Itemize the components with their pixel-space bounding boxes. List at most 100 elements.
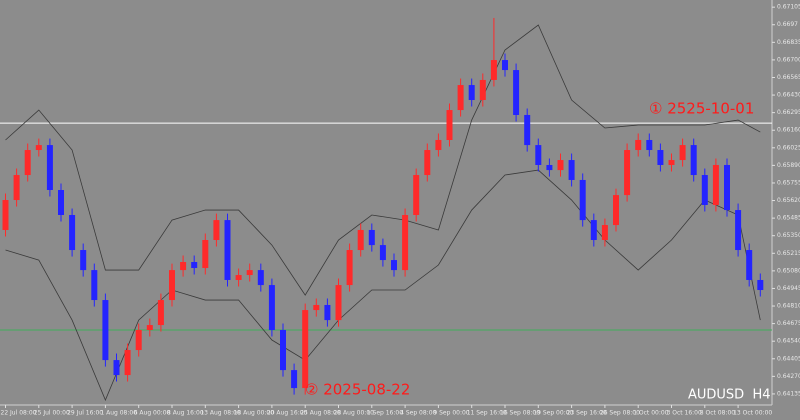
candle-body: [2, 200, 9, 230]
candle-body: [235, 275, 242, 280]
candle-body: [346, 250, 353, 286]
candle-body: [535, 145, 542, 165]
candle-body: [391, 260, 397, 271]
candle-body: [69, 215, 76, 251]
candle-body: [268, 285, 275, 330]
y-tick-label: 0.65755: [777, 179, 800, 186]
x-tick-label: 8 Oct 08:00: [700, 410, 735, 417]
candle-body: [502, 60, 508, 71]
x-tick-label: 13 Oct 00:00: [733, 410, 772, 417]
candle-body: [113, 360, 120, 376]
candle-body: [479, 79, 486, 101]
y-tick-label: 0.66835: [777, 39, 800, 46]
candle-body: [146, 325, 153, 330]
x-tick-label: 1 Sep 16:00: [367, 410, 403, 417]
y-tick-label: 0.65350: [777, 232, 800, 239]
candle-body: [46, 145, 53, 190]
candle-body: [668, 160, 675, 165]
candle-body: [712, 164, 719, 205]
y-tick-label: 0.66295: [777, 109, 800, 116]
candle-body: [646, 139, 653, 151]
candle-body: [757, 279, 764, 291]
plot: [0, 17, 772, 402]
y-tick-label: 0.67105: [777, 4, 800, 11]
x-tick-label: 28 Aug 00:00: [334, 410, 375, 417]
candle-body: [35, 145, 42, 151]
x-tick-label: 13 Aug 08:00: [200, 410, 241, 417]
x-tick-label: 19 Sep 00:00: [533, 410, 573, 417]
candle-body: [202, 240, 209, 269]
x-tick-label: 16 Sep 08:00: [500, 410, 540, 417]
y-tick-label: 0.66160: [777, 127, 800, 134]
candle-body: [246, 270, 253, 276]
y-tick-label: 0.65890: [777, 162, 800, 169]
candle-body: [524, 114, 531, 146]
candle-body: [124, 350, 131, 376]
candle-body: [679, 145, 686, 161]
candle-body: [335, 285, 342, 321]
y-tick-label: 0.64675: [777, 320, 800, 327]
x-tick-label: 22 Jul 08:00: [1, 410, 37, 417]
candle-body: [313, 304, 320, 311]
y-tick-label: 0.65080: [777, 267, 800, 274]
symbol-label: AUDUSD H4: [688, 388, 771, 403]
y-tick-label: 0.64405: [777, 355, 800, 362]
candle-body: [357, 229, 364, 251]
x-tick-label: 26 Sep 08:00: [600, 410, 640, 417]
candle-body: [490, 60, 497, 80]
x-tick-label: 20 Aug 16:00: [267, 410, 308, 417]
candle-body: [102, 300, 109, 361]
candle-body: [180, 262, 187, 271]
candle-body: [213, 220, 220, 241]
candle-body: [601, 225, 608, 241]
y-tick-label: 0.64135: [777, 390, 800, 397]
candle-body: [368, 229, 375, 246]
candle-body: [724, 164, 730, 211]
y-tick-label: 0.64540: [777, 338, 800, 345]
x-tick-label: 25 Aug 08:00: [300, 410, 341, 417]
candle-body: [468, 85, 475, 101]
y-tick-label: 0.66430: [777, 92, 800, 99]
x-tick-label: 25 Jul 00:00: [34, 410, 70, 417]
candle-body: [457, 85, 464, 111]
candle-body: [402, 215, 409, 271]
annotation: ② 2025-08-22: [305, 381, 410, 399]
candle-body: [546, 164, 553, 171]
candle-body: [690, 145, 697, 176]
candle-body: [191, 262, 198, 269]
x-tick-label: 6 Aug 00:00: [134, 410, 171, 417]
candle-body: [568, 160, 575, 180]
x-tick-label: 3 Oct 16:00: [667, 410, 702, 417]
candle-body: [13, 175, 20, 201]
x-tick-label: 9 Sep 00:00: [433, 410, 469, 417]
band-line: [5, 24, 761, 296]
candle-body: [91, 270, 98, 301]
candle-body: [413, 175, 420, 216]
candle-body: [701, 175, 708, 205]
band-line: [5, 169, 761, 402]
x-tick-label: 4 Sep 08:00: [400, 410, 436, 417]
y-tick-label: 0.64270: [777, 373, 800, 380]
y-tick-label: 0.66025: [777, 144, 800, 151]
candle-body: [169, 270, 175, 301]
candle-body: [58, 189, 64, 216]
candle-body: [735, 210, 742, 251]
candle-body: [302, 310, 309, 389]
candle-body: [624, 150, 631, 196]
y-tick-label: 0.65215: [777, 250, 800, 257]
candle-body: [280, 329, 286, 371]
candle-body: [746, 250, 753, 280]
candle-body: [291, 370, 298, 389]
candle-body: [557, 160, 564, 171]
y-tick-label: 0.66565: [777, 74, 800, 81]
candle-body: [157, 300, 164, 326]
x-tick-label: 11 Sep 16:00: [467, 410, 507, 417]
candle-body: [224, 220, 231, 280]
candle-body: [435, 139, 442, 151]
candle-body: [579, 179, 586, 221]
x-tick-label: 23 Sep 16:00: [567, 410, 607, 417]
y-tick-label: 0.65620: [777, 197, 800, 204]
